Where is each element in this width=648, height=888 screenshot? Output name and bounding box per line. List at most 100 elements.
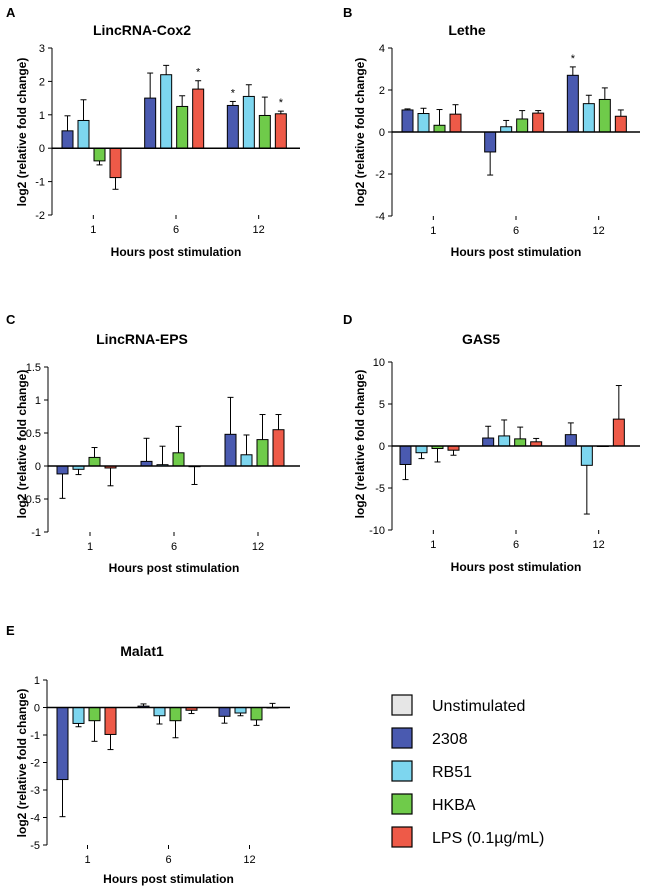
y-tick-label: -10 (369, 525, 385, 537)
y-tick-label: -4 (375, 211, 385, 223)
x-tick-label: 12 (593, 539, 605, 551)
y-tick-label: 1 (35, 395, 41, 407)
legend-swatch (391, 793, 413, 815)
bar (532, 112, 545, 133)
bar (169, 707, 182, 722)
legend-label: 2308 (432, 731, 468, 748)
bar (88, 456, 101, 467)
y-axis-label: log2 (relative fold change) (15, 58, 29, 207)
bar (218, 707, 231, 717)
y-tick-label: -5 (375, 483, 385, 495)
x-tick-label: 12 (593, 225, 605, 237)
bar (240, 454, 253, 467)
y-tick-label: -3 (30, 785, 40, 797)
x-tick-label: 1 (430, 539, 436, 551)
bar (498, 435, 511, 447)
bar (580, 445, 593, 466)
x-tick-label: 12 (243, 854, 255, 866)
y-tick-label: 0.5 (26, 428, 41, 440)
y-tick-label: 0 (34, 703, 40, 715)
chart-title: GAS5 (462, 331, 500, 347)
significance-marker: * (196, 67, 201, 79)
panel-letter: E (6, 623, 15, 638)
bar (258, 114, 271, 149)
panel-letter: B (343, 5, 352, 20)
y-tick-label: 1 (39, 110, 45, 122)
bar (56, 707, 69, 781)
x-axis-label: Hours post stimulation (103, 872, 234, 886)
chart-title: Malat1 (120, 643, 164, 659)
bar (72, 707, 85, 724)
y-tick-label: -2 (375, 169, 385, 181)
bar (256, 439, 269, 467)
x-tick-label: 1 (84, 854, 90, 866)
bar (582, 103, 595, 133)
y-tick-label: 0 (35, 461, 41, 473)
x-tick-label: 6 (173, 224, 179, 236)
x-tick-label: 6 (171, 541, 177, 553)
chart-title: Lethe (448, 22, 486, 38)
legend: Unstimulated 2308 RB51 HKBA LPS (0.1µg/mL) (391, 694, 544, 848)
x-tick-label: 1 (90, 224, 96, 236)
bar (61, 130, 74, 149)
bar (514, 438, 527, 447)
y-tick-label: 1 (34, 675, 40, 687)
bar (224, 433, 237, 467)
y-axis-label: log2 (relative fold change) (15, 689, 29, 838)
bar (176, 105, 189, 149)
bar (564, 434, 577, 447)
y-axis-label: log2 (relative fold change) (353, 370, 367, 519)
panel-letter: C (6, 312, 16, 327)
bar (614, 115, 627, 133)
bar (500, 126, 513, 133)
bar (242, 95, 255, 149)
bar (109, 147, 122, 179)
x-axis-label: Hours post stimulation (111, 245, 242, 259)
bar (153, 707, 166, 717)
x-axis-label: Hours post stimulation (451, 560, 582, 574)
legend-swatch (391, 727, 413, 749)
panel-letter: A (6, 5, 16, 20)
significance-marker: * (279, 97, 284, 109)
bar (226, 104, 239, 149)
x-tick-label: 12 (252, 541, 264, 553)
bar (56, 465, 69, 475)
chart-title: LincRNA-Cox2 (93, 22, 191, 38)
legend-label: RB51 (432, 764, 472, 781)
x-tick-label: 6 (513, 539, 519, 551)
y-tick-label: -1 (30, 730, 40, 742)
significance-marker: * (231, 87, 236, 99)
bar (449, 113, 462, 133)
x-tick-label: 6 (513, 225, 519, 237)
significance-marker: * (571, 53, 576, 65)
y-tick-label: 1.5 (26, 362, 41, 374)
legend-swatch (391, 694, 413, 716)
bar (144, 97, 157, 149)
bar (88, 707, 101, 722)
bar (433, 124, 446, 133)
bar (104, 707, 117, 735)
legend-swatch (391, 826, 413, 848)
y-tick-label: 5 (379, 399, 385, 411)
y-tick-label: -0.5 (22, 494, 41, 506)
y-tick-label: 0 (39, 143, 45, 155)
y-tick-label: 10 (373, 357, 385, 369)
bar (93, 147, 106, 162)
bar (516, 118, 529, 133)
y-tick-label: 2 (39, 76, 45, 88)
y-tick-label: 0 (379, 441, 385, 453)
y-tick-label: 0 (379, 127, 385, 139)
bar (172, 452, 185, 467)
bar (566, 74, 579, 133)
bar (598, 98, 611, 133)
panel-d: D GAS5 -10 -5 0 5 10 log2 (relative fold change… (343, 312, 640, 574)
y-tick-label: -2 (35, 210, 45, 222)
legend-label: Unstimulated (432, 698, 525, 715)
x-axis-label: Hours post stimulation (451, 245, 582, 259)
y-tick-label: -4 (30, 813, 40, 825)
y-tick-label: 4 (379, 43, 385, 55)
bar (250, 707, 263, 721)
bar (160, 74, 173, 149)
